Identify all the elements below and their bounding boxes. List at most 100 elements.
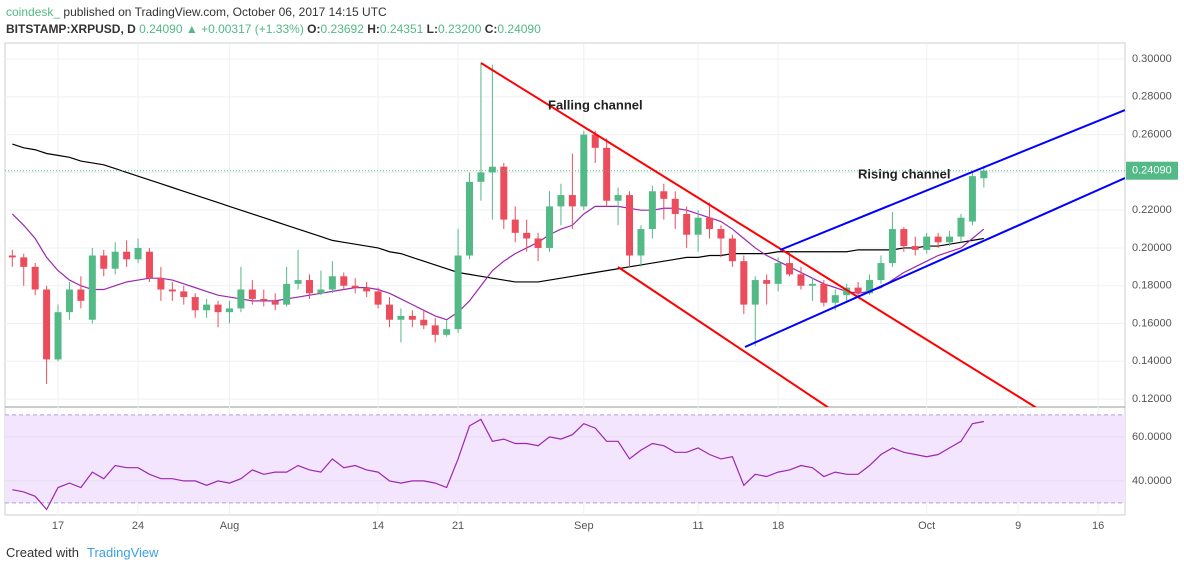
candle-body [443, 329, 451, 335]
candle-body [408, 315, 416, 320]
rising-lower [744, 177, 1125, 348]
candle-body [877, 263, 885, 281]
falling-lower [617, 266, 830, 407]
price-marks [5, 62, 1125, 384]
candle-body [591, 134, 599, 148]
o: 0.23692 [320, 22, 364, 36]
candle-body [283, 283, 291, 305]
candle-body [980, 170, 988, 179]
author[interactable]: coindesk_ [6, 5, 61, 19]
candle-body [488, 166, 496, 173]
rsi-tick-label: 60.0000 [1132, 431, 1172, 443]
candle-body [214, 304, 222, 313]
candle-body [145, 251, 153, 279]
candle-body [671, 198, 679, 214]
candle-body [65, 289, 73, 313]
candle-body [511, 219, 519, 233]
y-tick-label: 0.28000 [1132, 91, 1172, 103]
candle-body [934, 236, 942, 243]
candle-body [808, 283, 816, 286]
x-tick-label: 24 [132, 520, 144, 532]
candle-body [626, 195, 634, 256]
candle-body [157, 278, 165, 290]
candle-body [466, 181, 474, 256]
candle-body [168, 289, 176, 292]
y-tick-label: 0.22000 [1132, 204, 1172, 216]
candle-body [111, 251, 119, 269]
candle-body [660, 191, 668, 199]
candle-body [500, 166, 508, 220]
header: coindesk_ published on TradingView.com, … [6, 4, 541, 38]
candle-body [203, 304, 211, 311]
candle-body [31, 266, 39, 290]
x-tick-label: 16 [1092, 520, 1104, 532]
candle-body [831, 295, 839, 303]
candle-body [100, 255, 108, 269]
last-price-box [1126, 161, 1178, 180]
candle-body [557, 195, 565, 207]
y-tick-label: 0.14000 [1132, 355, 1172, 367]
candle-body [786, 263, 794, 275]
candle-body [20, 257, 28, 267]
candle-body [77, 289, 85, 301]
candle-body [260, 298, 268, 301]
rsi-band [5, 414, 1125, 503]
footer: Created with TradingView [6, 545, 159, 560]
candle-body [968, 176, 976, 222]
candle-body [774, 263, 782, 284]
change: ▲ +0.00317 (+1.33%) [185, 22, 304, 36]
candle-body [683, 213, 691, 235]
x-tick-label: 11 [692, 520, 703, 532]
x-tick-label: 21 [452, 520, 464, 532]
candle-body [431, 325, 439, 335]
y-tick-label: 0.26000 [1132, 129, 1172, 141]
candle-body [603, 147, 611, 201]
candle-body [191, 297, 199, 311]
candle-body [271, 300, 279, 305]
candle-body [706, 217, 714, 230]
candle-body [43, 289, 51, 360]
trend-lines [480, 62, 1125, 407]
candle-body [568, 195, 576, 207]
candle-body [328, 276, 336, 290]
x-tick-label: Sep [574, 520, 594, 532]
h: 0.24351 [379, 22, 424, 36]
brand[interactable]: TradingView [86, 545, 159, 560]
c: 0.24090 [497, 22, 541, 36]
candle-body [454, 255, 462, 330]
published: published on TradingView.com, October 06… [63, 5, 387, 19]
candle-body [797, 274, 805, 286]
candle-body [751, 280, 759, 305]
candle-body [923, 236, 931, 250]
candle-body [237, 289, 245, 309]
candle-body [8, 255, 16, 258]
created: Created with [6, 545, 79, 560]
candle-body [477, 172, 485, 182]
candle-body [305, 280, 313, 294]
candle-body [523, 232, 531, 239]
candle-body [957, 217, 965, 237]
candle-body [694, 217, 702, 235]
candle-body [946, 236, 954, 243]
last-price-label: 0.24090 [1132, 165, 1172, 177]
candle-body [820, 283, 828, 303]
candle-body [614, 195, 622, 201]
candle-body [397, 315, 405, 320]
candle-body [317, 289, 325, 294]
candle-body [888, 229, 896, 264]
candle-body [340, 276, 348, 286]
candle-body [248, 289, 256, 299]
rsi-panel [5, 414, 1125, 511]
candle-body [54, 312, 62, 360]
candle-body [763, 280, 771, 284]
grid [5, 43, 1125, 515]
candle-body [225, 308, 233, 313]
candle-body [900, 229, 908, 247]
x-tick-label: 14 [372, 520, 384, 532]
x-tick-label: Aug [220, 520, 240, 532]
candle-body [374, 291, 382, 305]
candle-body [911, 246, 919, 250]
candle-body [351, 285, 359, 288]
y-tick-label: 0.12000 [1132, 393, 1172, 405]
plot-frame [4, 42, 1126, 516]
